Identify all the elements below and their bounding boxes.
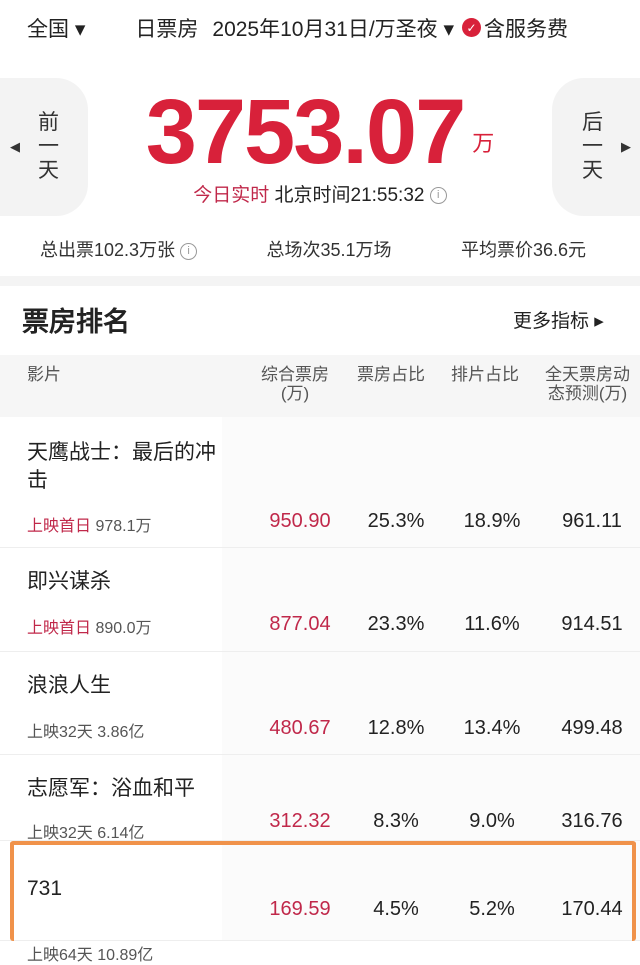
- box-share: 12.8%: [367, 717, 425, 739]
- label: 一: [38, 135, 59, 158]
- page-title: 日票房: [135, 17, 199, 41]
- date-selector[interactable]: 2025年10月31日/万圣夜 ▾: [212, 17, 455, 41]
- label: 后: [582, 111, 603, 134]
- film-cell: [0, 417, 222, 547]
- values-cell: [222, 548, 640, 651]
- film-name[interactable]: 志愿军：浴血和平: [27, 777, 195, 800]
- stats-row: 总出票102.3万张 i 总场次35.1万场 平均票价36.6元: [0, 236, 640, 262]
- forecast: 499.48: [561, 717, 623, 739]
- release-tag: 上映32天: [27, 825, 93, 842]
- box-office: 312.32: [269, 810, 331, 832]
- release-tag: 上映32天: [27, 724, 93, 741]
- highlight-box: [10, 841, 636, 941]
- cumulative-box: 10.89亿: [97, 947, 154, 964]
- box-share: 8.3%: [373, 810, 419, 832]
- next-day-button[interactable]: 后一天 ▶: [552, 78, 640, 216]
- box-share: 23.3%: [367, 613, 425, 635]
- service-fee-label: 含服务费: [484, 17, 569, 41]
- info-icon[interactable]: i: [180, 242, 198, 260]
- forecast: 170.44: [561, 898, 623, 920]
- film-cell: [0, 548, 222, 651]
- realtime-line: 今日实时 北京时间21:55:32 i: [100, 180, 540, 207]
- film-meta: 上映32天 3.86亿: [27, 718, 144, 742]
- box-office: 950.90: [269, 510, 331, 532]
- film-name[interactable]: 即兴谋杀: [27, 570, 111, 593]
- divider: [0, 276, 640, 286]
- info-icon[interactable]: i: [429, 187, 447, 205]
- box-share: 4.5%: [373, 898, 419, 920]
- col-box[interactable]: 综合票房 (万): [261, 365, 329, 403]
- top-bar: 全国 ▾ 日票房 2025年10月31日/万圣夜 ▾ ✓ 含服务费: [0, 0, 640, 55]
- caret-left-icon: ◀: [10, 139, 20, 154]
- col-box-share[interactable]: 票房占比: [357, 365, 425, 384]
- col-forecast[interactable]: 全天票房动 态预测(万): [545, 365, 630, 403]
- label: 一: [582, 135, 603, 158]
- beijing-time: 北京时间21:55:32: [274, 185, 425, 206]
- prev-day-button[interactable]: ◀ 前一天: [0, 78, 88, 216]
- cumulative-box: 890.0万: [95, 620, 152, 637]
- show-share: 11.6%: [464, 613, 520, 635]
- col-show-share[interactable]: 排片占比: [451, 365, 519, 384]
- cumulative-box: 6.14亿: [97, 825, 145, 842]
- box-office: 169.59: [269, 898, 331, 920]
- film-meta: 上映首日 978.1万: [27, 512, 152, 536]
- table-row[interactable]: 浪浪人生 上映32天 3.86亿 480.67 12.8% 13.4% 499.…: [0, 652, 640, 755]
- film-meta: 上映首日 890.0万: [27, 614, 152, 638]
- total-box-office: 3753.07: [145, 81, 467, 183]
- film-meta: 上映64天 10.89亿: [27, 941, 153, 965]
- values-cell: [222, 755, 640, 840]
- film-meta: 上映32天 6.14亿: [27, 819, 144, 843]
- region-selector[interactable]: 全国 ▾: [27, 17, 86, 41]
- film-name[interactable]: 731: [27, 877, 63, 900]
- total-unit: 万: [472, 131, 495, 156]
- release-tag: 上映64天: [27, 947, 93, 964]
- forecast: 914.51: [561, 613, 623, 635]
- show-share: 9.0%: [469, 810, 515, 832]
- label: 天: [38, 159, 59, 182]
- box-office: 877.04: [269, 613, 331, 635]
- stat-tickets: 总出票102.3万张 i: [40, 236, 198, 262]
- release-tag: 上映首日: [27, 518, 92, 535]
- table-row[interactable]: 天鹰战士：最后的冲击 上映首日 978.1万 950.90 25.3% 18.9…: [0, 417, 640, 548]
- table-header: 影片 综合票房 (万) 票房占比 排片占比 全天票房动 态预测(万): [0, 355, 640, 417]
- show-share: 18.9%: [463, 510, 521, 532]
- label: 天: [582, 159, 603, 182]
- ranking-title: 票房排名: [22, 307, 130, 337]
- box-share: 25.3%: [367, 510, 425, 532]
- film-cell: [0, 755, 222, 840]
- table-row[interactable]: 志愿军：浴血和平 上映32天 6.14亿 312.32 8.3% 9.0% 31…: [0, 755, 640, 843]
- stat-shows: 总场次35.1万场: [266, 240, 392, 260]
- more-metrics-button[interactable]: 更多指标 ▸: [513, 311, 604, 332]
- film-cell: [0, 652, 222, 754]
- table-row[interactable]: 即兴谋杀 上映首日 890.0万 877.04 23.3% 11.6% 914.…: [0, 548, 640, 652]
- show-share: 5.2%: [469, 898, 515, 920]
- values-cell: [222, 417, 640, 547]
- col-film: 影片: [27, 365, 61, 384]
- stat-tickets-text: 总出票102.3万张: [40, 240, 176, 260]
- film-name[interactable]: 天鹰战士：最后的冲击: [27, 441, 216, 492]
- service-fee-toggle[interactable]: ✓ 含服务费: [462, 13, 568, 43]
- cumulative-box: 978.1万: [95, 518, 152, 535]
- label: 前: [38, 111, 59, 134]
- box-office: 480.67: [269, 717, 331, 739]
- realtime-label: 今日实时: [193, 185, 270, 206]
- release-tag: 上映首日: [27, 620, 92, 637]
- values-cell: [222, 652, 640, 754]
- forecast: 961.11: [562, 510, 622, 532]
- total-box-office-wrap: 3753.07 万: [100, 82, 540, 182]
- show-share: 13.4%: [463, 717, 521, 739]
- cumulative-box: 3.86亿: [97, 724, 145, 741]
- forecast: 316.76: [561, 810, 623, 832]
- caret-right-icon: ▶: [621, 139, 631, 154]
- film-name[interactable]: 浪浪人生: [27, 674, 111, 697]
- check-icon: ✓: [462, 18, 482, 37]
- stat-avg-price: 平均票价36.6元: [460, 240, 586, 260]
